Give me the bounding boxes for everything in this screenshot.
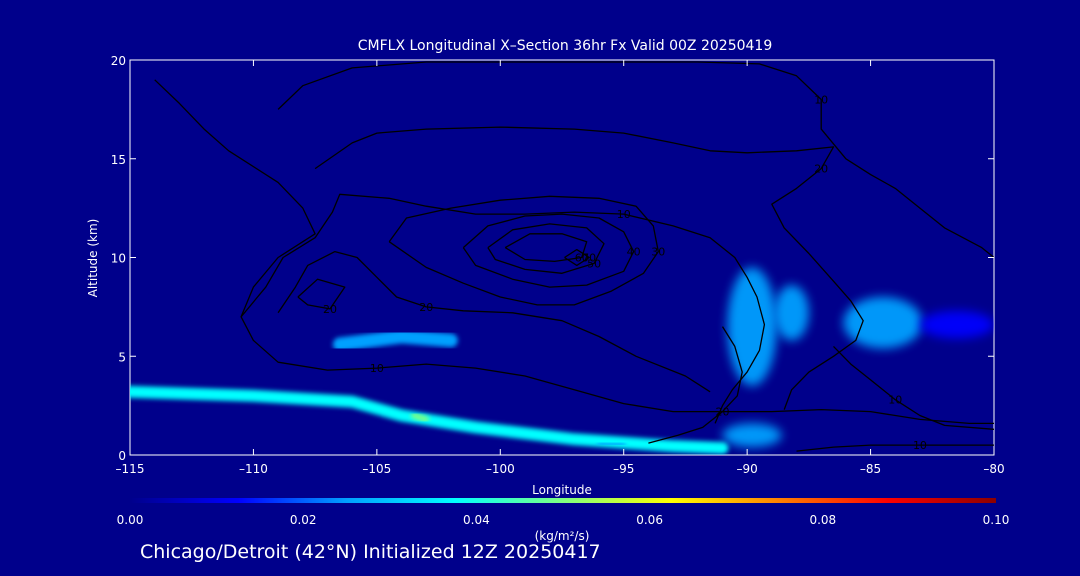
colorbar-ticks: 0.00 0.02 0.04 0.06 0.08 0.10 xyxy=(117,513,1010,527)
contour-label-3: 10 xyxy=(617,208,631,221)
contour-1 xyxy=(277,61,994,259)
contour-8 xyxy=(504,233,588,263)
x-axis: –115 –110 –105 –100 –95 –90 –85 –80 xyxy=(116,60,1005,476)
x-tick-label-2: –105 xyxy=(362,462,391,476)
y-tick-label-3: 15 xyxy=(111,153,126,167)
x-tick-label-1: –110 xyxy=(239,462,268,476)
contour-label-4: 20 xyxy=(419,301,433,314)
y-tick-label-4: 20 xyxy=(111,54,126,68)
flux-blob-0 xyxy=(727,267,777,386)
contour-label-1: 10 xyxy=(814,94,828,107)
plot-area xyxy=(129,59,995,456)
colorbar-tick-label-2: 0.04 xyxy=(463,513,490,527)
contour-label-6: 40 xyxy=(627,246,641,259)
x-tick-label-0: –115 xyxy=(116,462,145,476)
contour-3 xyxy=(240,193,766,424)
x-tick-label-4: –95 xyxy=(613,462,634,476)
x-tick-label-7: –80 xyxy=(983,462,1004,476)
contour-label-11: 10 xyxy=(888,394,902,407)
x-tick-label-5: –90 xyxy=(737,462,758,476)
contour-9 xyxy=(564,248,590,267)
contour-2 xyxy=(314,126,864,410)
colorbar-tick-label-3: 0.06 xyxy=(636,513,663,527)
y-tick-label-1: 5 xyxy=(118,350,126,364)
chart-title: CMFLX Longitudinal X–Section 36hr Fx Val… xyxy=(358,38,772,54)
flux-band-2 xyxy=(410,412,430,423)
y-axis-label: Altitude (km) xyxy=(86,219,100,298)
contour-label-0: 10 xyxy=(370,362,384,375)
contour-4 xyxy=(277,250,711,393)
y-tick-label-2: 10 xyxy=(111,252,126,266)
flux-blob-2 xyxy=(843,297,923,349)
contour-label-5: 30 xyxy=(651,246,665,259)
colorbar-tick-label-1: 0.02 xyxy=(290,513,317,527)
contour-label-13: 10 xyxy=(913,439,927,452)
footer-caption: Chicago/Detroit (42°N) Initialized 12Z 2… xyxy=(140,541,601,563)
flux-band-0 xyxy=(130,385,729,455)
flux-blob-3 xyxy=(919,310,994,339)
colorbar-tick-label-0: 0.00 xyxy=(117,513,144,527)
colorbar-tick-label-4: 0.08 xyxy=(809,513,836,527)
contour-11 xyxy=(833,345,994,430)
x-tick-label-3: –100 xyxy=(486,462,515,476)
contour-label-9: 70 xyxy=(582,252,596,265)
contour-label-2: 20 xyxy=(814,163,828,176)
contour-label-12: 20 xyxy=(715,406,729,419)
contour-5 xyxy=(388,195,659,306)
x-axis-label: Longitude xyxy=(532,483,592,497)
contour-label-7: 50 xyxy=(587,257,601,270)
flux-field xyxy=(130,267,994,455)
flux-band-4 xyxy=(597,441,626,447)
flux-band-1 xyxy=(332,329,458,352)
contour-6 xyxy=(462,213,635,288)
contour-label-10: 20 xyxy=(323,303,337,316)
contour-7 xyxy=(487,223,605,274)
contour-12 xyxy=(648,326,743,444)
y-axis: 0 5 10 15 20 xyxy=(111,54,994,463)
contour-0 xyxy=(154,79,994,425)
colorbar-label: (kg/m²/s) xyxy=(535,529,590,543)
flux-blob-1 xyxy=(774,285,809,341)
colorbar-tick-label-5: 0.10 xyxy=(983,513,1010,527)
x-tick-label-6: –85 xyxy=(860,462,881,476)
contour-13 xyxy=(796,444,994,452)
colorbar xyxy=(130,498,996,503)
contour-10 xyxy=(297,278,346,310)
y-tick-label-0: 0 xyxy=(118,449,126,463)
